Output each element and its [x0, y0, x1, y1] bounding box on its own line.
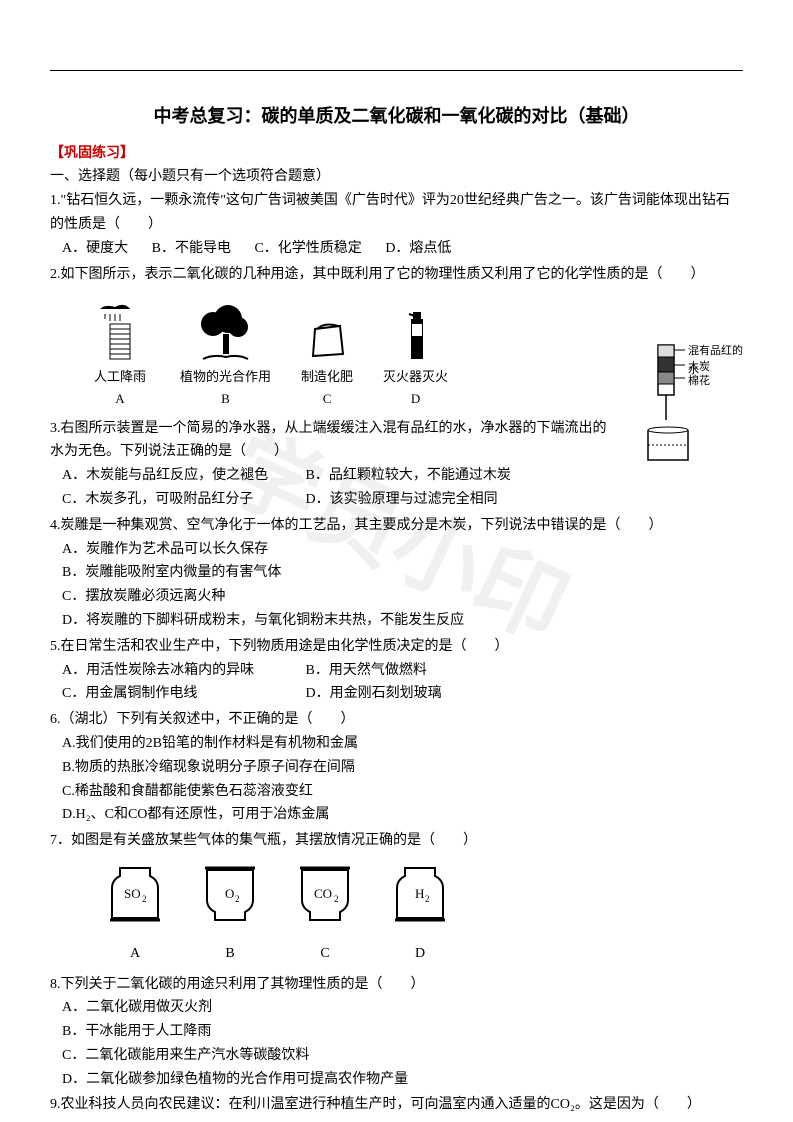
- q2-fig-d: 灭火器灭火 D: [383, 294, 448, 410]
- q2-fig-b: 植物的光合作用 B: [180, 294, 271, 410]
- q3-c: C．木炭多孔，可吸附品红分子: [62, 488, 302, 512]
- q8-c: C．二氧化碳能用来生产汽水等碳酸饮料: [50, 1044, 743, 1068]
- question-5: 5.在日常生活和农业生产中，下列物质用途是由化学性质决定的是（ ） A．用活性炭…: [50, 635, 743, 706]
- q3-row1: A．木炭能与品红反应，使之褪色 B．品红颗粒较大，不能通过木炭: [50, 464, 743, 488]
- q7-bottle-a: SO2 A: [100, 858, 170, 966]
- q7-b-letter: B: [195, 942, 265, 966]
- q4-text: 4.炭雕是一种集观赏、空气净化于一体的工艺品，其主要成分是木炭，下列说法中错误的…: [50, 514, 743, 538]
- tree-icon: [180, 294, 271, 364]
- side-figure: 混有品红的水 木炭 棉花: [643, 330, 753, 487]
- q2-fig-b-label: 植物的光合作用: [180, 366, 271, 388]
- q4-b: B．炭雕能吸附室内微量的有害气体: [50, 561, 743, 585]
- q7-c-letter: C: [290, 942, 360, 966]
- q2-fig-a: 人工降雨 A: [90, 294, 150, 410]
- question-2: 2.如下图所示，表示二氧化碳的几种用途，其中既利用了它的物理性质又利用了它的化学…: [50, 263, 743, 415]
- bag-icon: [301, 294, 353, 364]
- q6-a: A.我们使用的2B铅笔的制作材料是有机物和金属: [50, 732, 743, 756]
- svg-text:SO: SO: [124, 886, 141, 901]
- question-9: 9.农业科技人员向农民建议：在利川温室进行种植生产时，可向温室内通入适量的CO₂…: [50, 1093, 743, 1117]
- q3-row2: C．木炭多孔，可吸附品红分子 D．该实验原理与过滤完全相同: [50, 488, 743, 512]
- q1-d: D．熔点低: [385, 241, 451, 256]
- side-l3: 棉花: [688, 372, 710, 391]
- q4-d: D．将炭雕的下脚料研成粉末，与氧化铜粉末共热，不能发生反应: [50, 609, 743, 633]
- q8-text: 8.下列关于二氧化碳的用途只利用了其物理性质的是（ ）: [50, 973, 743, 997]
- q8-b: B．干冰能用于人工降雨: [50, 1020, 743, 1044]
- q7-bottles: SO2 A O2 B CO2 C H2: [50, 853, 743, 971]
- q2-figures: 人工降雨 A 植物的光合作用 B 制造化肥 C: [50, 286, 743, 414]
- q5-row2: C．用金属铜制作电线 D．用金刚石刻划玻璃: [50, 682, 743, 706]
- question-1: 1."钻石恒久远，一颗永流传"这句广告词被美国《广告时代》评为20世纪经典广告之…: [50, 189, 743, 260]
- q7-d-letter: D: [385, 942, 455, 966]
- svg-text:2: 2: [425, 894, 430, 904]
- q4-c: C．摆放炭雕必须远离火种: [50, 585, 743, 609]
- instruction: 一、选择题（每小题只有一个选项符合题意）: [50, 165, 743, 189]
- q3-text: 3.右图所示装置是一个简易的净水器，从上端缓缓注入混有品红的水，净水器的下端流出…: [50, 417, 743, 465]
- svg-text:CO: CO: [314, 886, 332, 901]
- q8-d: D．二氧化碳参加绿色植物的光合作用可提高农作物产量: [50, 1068, 743, 1092]
- q3-d: D．该实验原理与过滤完全相同: [306, 492, 498, 507]
- q5-d: D．用金刚石刻划玻璃: [306, 686, 442, 701]
- q2-fig-c: 制造化肥 C: [301, 294, 353, 410]
- q5-text: 5.在日常生活和农业生产中，下列物质用途是由化学性质决定的是（ ）: [50, 635, 743, 659]
- q1-c: C．化学性质稳定: [254, 241, 361, 256]
- extinguisher-icon: [383, 294, 448, 364]
- q2-fig-c-label: 制造化肥: [301, 366, 353, 388]
- question-8: 8.下列关于二氧化碳的用途只利用了其物理性质的是（ ） A．二氧化碳用做灭火剂 …: [50, 973, 743, 1092]
- q2-fig-b-letter: B: [180, 388, 271, 410]
- svg-text:2: 2: [235, 894, 240, 904]
- q7-a-letter: A: [100, 942, 170, 966]
- q7-bottle-b: O2 B: [195, 858, 265, 966]
- q2-fig-d-letter: D: [383, 388, 448, 410]
- q9-text: 9.农业科技人员向农民建议：在利川温室进行种植生产时，可向温室内通入适量的CO₂…: [50, 1093, 743, 1117]
- q4-a: A．炭雕作为艺术品可以长久保存: [50, 538, 743, 562]
- question-6: 6.（湖北）下列有关叙述中，不正确的是（ ） A.我们使用的2B铅笔的制作材料是…: [50, 708, 743, 827]
- q5-a: A．用活性炭除去冰箱内的异味: [62, 659, 302, 683]
- q3-b: B．品红颗粒较大，不能通过木炭: [306, 468, 511, 483]
- question-3: 3.右图所示装置是一个简易的净水器，从上端缓缓注入混有品红的水，净水器的下端流出…: [50, 417, 743, 512]
- q7-text: 7．如图是有关盛放某些气体的集气瓶，其摆放情况正确的是（ ）: [50, 829, 743, 853]
- q7-bottle-d: H2 D: [385, 858, 455, 966]
- q6-text: 6.（湖北）下列有关叙述中，不正确的是（ ）: [50, 708, 743, 732]
- q1-a: A．硬度大: [62, 241, 128, 256]
- svg-text:O: O: [225, 886, 234, 901]
- question-4: 4.炭雕是一种集观赏、空气净化于一体的工艺品，其主要成分是木炭，下列说法中错误的…: [50, 514, 743, 633]
- section-label: 【巩固练习】: [50, 142, 743, 166]
- q5-b: B．用天然气做燃料: [306, 663, 427, 678]
- q2-fig-c-letter: C: [301, 388, 353, 410]
- q5-c: C．用金属铜制作电线: [62, 682, 302, 706]
- top-divider: [50, 70, 743, 71]
- svg-text:2: 2: [142, 894, 147, 904]
- q1-b: B．不能导电: [152, 241, 231, 256]
- question-7: 7．如图是有关盛放某些气体的集气瓶，其摆放情况正确的是（ ） SO2 A O2 …: [50, 829, 743, 970]
- q2-text: 2.如下图所示，表示二氧化碳的几种用途，其中既利用了它的物理性质又利用了它的化学…: [50, 263, 743, 287]
- q2-fig-d-label: 灭火器灭火: [383, 366, 448, 388]
- q1-text: 1."钻石恒久远，一颗永流传"这句广告词被美国《广告时代》评为20世纪经典广告之…: [50, 189, 743, 237]
- q6-b: B.物质的热胀冷缩现象说明分子原子间存在间隔: [50, 756, 743, 780]
- q6-c: C.稀盐酸和食醋都能使紫色石蕊溶液变红: [50, 780, 743, 804]
- q7-bottle-c: CO2 C: [290, 858, 360, 966]
- q3-a: A．木炭能与品红反应，使之褪色: [62, 464, 302, 488]
- q2-fig-a-label: 人工降雨: [90, 366, 150, 388]
- q2-fig-a-letter: A: [90, 388, 150, 410]
- q5-row1: A．用活性炭除去冰箱内的异味 B．用天然气做燃料: [50, 659, 743, 683]
- q6-d: D.H₂、C和CO都有还原性，可用于冶炼金属: [50, 803, 743, 827]
- svg-text:H: H: [415, 886, 424, 901]
- page-title: 中考总复习：碳的单质及二氧化碳和一氧化碳的对比（基础）: [50, 101, 743, 132]
- svg-text:2: 2: [334, 894, 339, 904]
- rain-icon: [90, 294, 150, 364]
- q8-a: A．二氧化碳用做灭火剂: [50, 996, 743, 1020]
- q1-options: A．硬度大 B．不能导电 C．化学性质稳定 D．熔点低: [50, 237, 743, 261]
